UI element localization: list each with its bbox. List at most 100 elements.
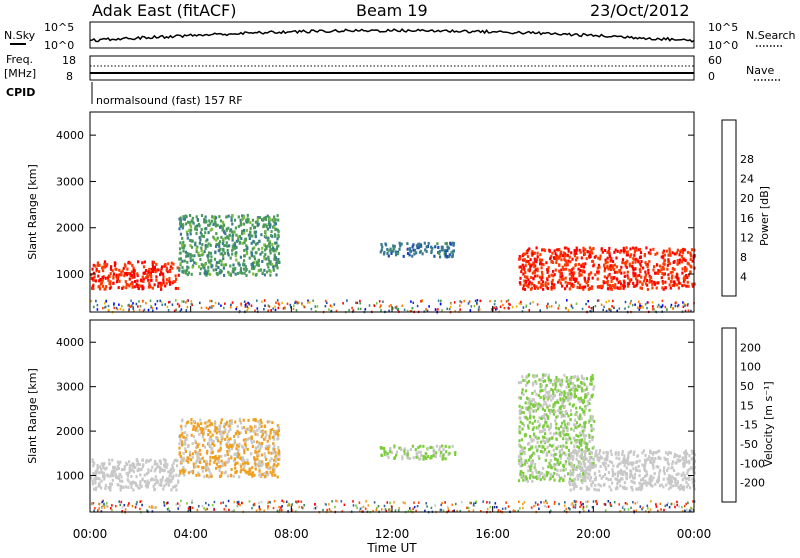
power-cell <box>676 262 679 266</box>
velocity-cell <box>539 389 542 393</box>
power-cell <box>444 242 447 246</box>
velocity-cell <box>542 416 545 419</box>
velocity-cell <box>689 486 692 490</box>
power-cell <box>98 279 101 283</box>
power-cell <box>97 274 100 278</box>
velocity-cell <box>645 482 648 486</box>
power-cell <box>104 287 107 291</box>
velocity-cell <box>199 457 202 461</box>
velocity-cell <box>662 469 665 473</box>
velocity-cell <box>127 485 130 489</box>
velocity-cell <box>234 432 237 436</box>
power-cell <box>196 218 199 221</box>
velocity-cell <box>645 470 648 474</box>
velocity-cell <box>180 427 183 431</box>
power-cell <box>657 281 660 285</box>
velocity-clutter-cell <box>313 507 315 510</box>
velocity-cell <box>572 466 575 469</box>
power-cell <box>632 246 635 250</box>
velocity-cell <box>260 464 263 468</box>
velocity-cell <box>635 487 638 491</box>
power-cell <box>226 251 229 255</box>
power-cell <box>235 258 238 262</box>
velocity-cell <box>678 454 681 458</box>
velocity-cell <box>544 379 547 383</box>
power-cell <box>262 225 265 229</box>
velocity-clutter-cell <box>251 507 253 510</box>
velocity-cell <box>201 456 204 460</box>
velocity-cell <box>276 433 279 437</box>
power-cell <box>239 271 242 275</box>
velocity-cell <box>657 477 660 481</box>
velocity-cell <box>675 473 678 477</box>
freq-label-line1: Freq. <box>6 53 33 66</box>
velocity-cell <box>158 483 161 487</box>
power-cell <box>651 282 654 286</box>
velocity-cell <box>535 471 538 474</box>
power-cell <box>231 214 234 218</box>
power-cell <box>663 272 666 276</box>
velocity-clutter-cell <box>655 505 658 508</box>
power-cell <box>273 225 276 229</box>
velocity-cell <box>614 472 617 476</box>
power-cell <box>612 266 615 270</box>
velocity-cell <box>586 487 589 491</box>
power-cell <box>164 284 167 288</box>
power-cell <box>199 272 202 276</box>
power-cell <box>253 246 256 250</box>
velocity-clutter-cell <box>98 507 100 510</box>
noise-right-label: N.Search <box>746 29 796 42</box>
power-clutter-cell <box>502 303 504 307</box>
power-clutter-cell <box>205 306 208 309</box>
velocity-cell <box>109 485 112 489</box>
velocity-cell <box>524 401 527 405</box>
power-cell <box>570 284 573 288</box>
power-cell <box>275 273 278 277</box>
power-cell <box>248 270 251 274</box>
power-cell <box>142 286 145 290</box>
velocity-cell <box>541 435 545 439</box>
velocity-cell <box>211 433 214 437</box>
velocity-cell <box>218 427 221 431</box>
velocity-cell <box>589 397 592 401</box>
velocity-cell <box>671 475 674 479</box>
range-tick-label: 1000 <box>56 470 84 483</box>
velocity-clutter-cell <box>455 502 457 506</box>
power-cell <box>204 239 207 243</box>
power-cell <box>625 253 628 257</box>
power-cell <box>154 270 157 274</box>
velocity-cell <box>244 443 247 447</box>
velocity-cell <box>244 439 248 443</box>
power-clutter-cell <box>468 300 471 303</box>
power-cell <box>611 260 615 263</box>
velocity-cell <box>259 444 262 448</box>
velocity-cell <box>578 423 582 427</box>
power-cell <box>390 252 393 255</box>
velocity-cell <box>256 428 259 432</box>
power-clutter-cell <box>476 299 479 302</box>
power-cell <box>568 287 571 291</box>
velocity-cell <box>652 464 655 468</box>
power-clutter-cell <box>373 304 376 307</box>
velocity-cell <box>588 440 591 444</box>
velocity-cell <box>119 460 122 464</box>
velocity-clutter-cell <box>188 506 191 509</box>
velocity-cell <box>109 474 112 478</box>
power-cell <box>219 240 222 244</box>
power-cell <box>534 274 537 278</box>
power-cell <box>127 283 130 287</box>
velocity-cell <box>545 384 548 387</box>
velocity-cell <box>583 425 586 429</box>
velocity-cell <box>96 470 99 474</box>
range-tick-label: 1000 <box>56 268 84 281</box>
power-cell <box>169 270 172 273</box>
power-cell <box>178 268 181 272</box>
velocity-cell <box>543 473 546 477</box>
power-cell <box>222 239 225 243</box>
velocity-clutter-cell <box>494 502 497 505</box>
velocity-clutter-cell <box>618 503 620 506</box>
velocity-cell <box>435 444 439 448</box>
velocity-cell <box>219 446 222 450</box>
velocity-cell <box>588 456 591 460</box>
